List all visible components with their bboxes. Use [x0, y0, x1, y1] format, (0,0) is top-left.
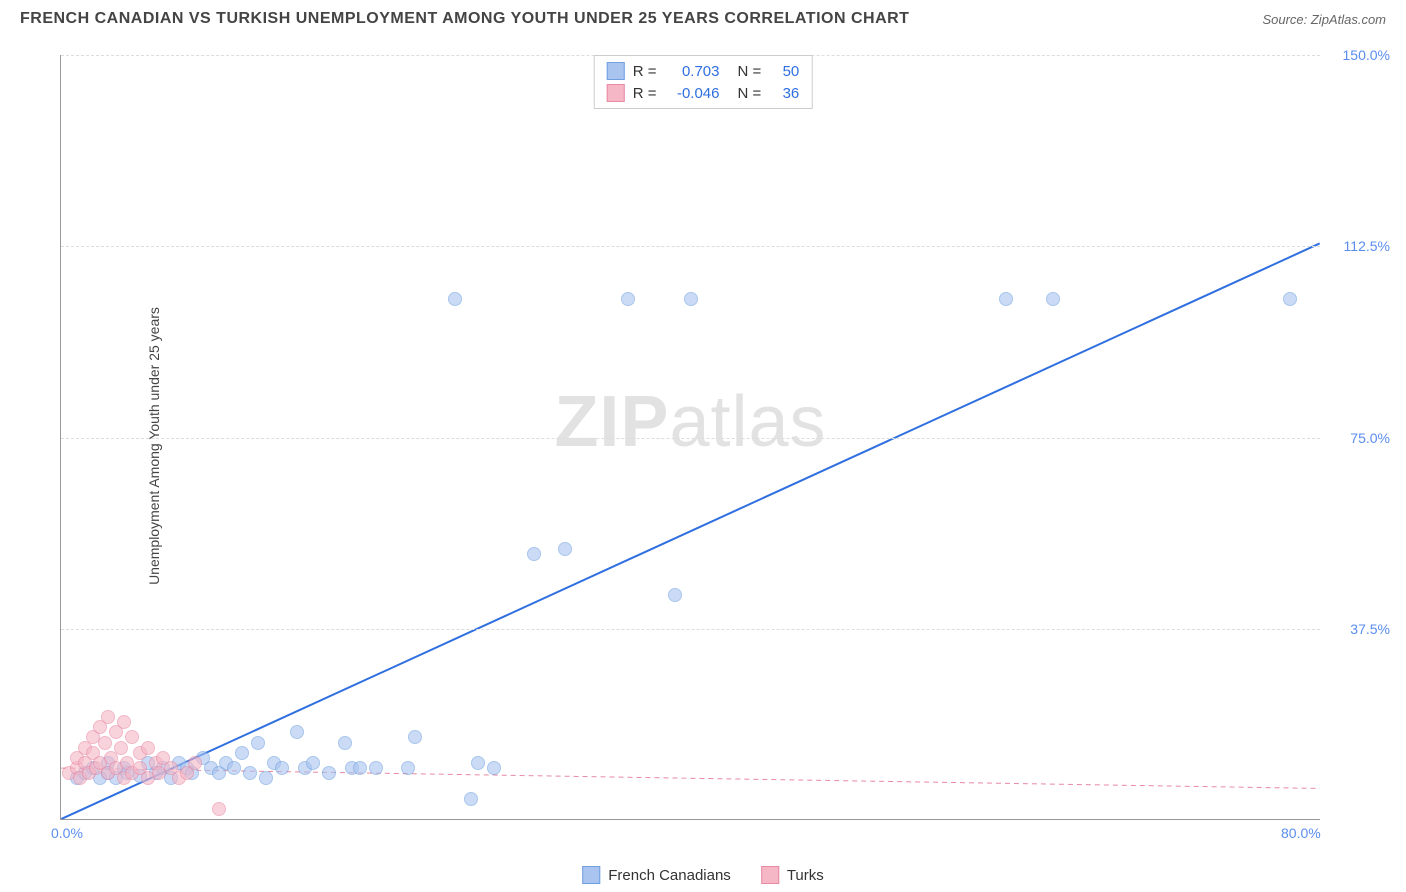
data-point [527, 547, 541, 561]
y-tick-label: 37.5% [1350, 621, 1390, 637]
data-point [401, 761, 415, 775]
data-point [251, 736, 265, 750]
stats-row: R = -0.046 N = 36 [607, 82, 800, 104]
legend-label: Turks [787, 867, 824, 884]
data-point [999, 292, 1013, 306]
data-point [114, 741, 128, 755]
data-point [338, 736, 352, 750]
data-point [141, 741, 155, 755]
data-point [487, 761, 501, 775]
r-label: R = [633, 63, 657, 80]
x-tick-label: 0.0% [51, 825, 83, 841]
data-point [306, 756, 320, 770]
data-point [243, 766, 257, 780]
data-point [235, 746, 249, 760]
correlation-stats-box: R = 0.703 N = 50 R = -0.046 N = 36 [594, 55, 813, 109]
data-point [684, 292, 698, 306]
legend-label: French Canadians [608, 867, 731, 884]
n-label: N = [738, 63, 762, 80]
data-point [227, 761, 241, 775]
y-tick-label: 112.5% [1344, 238, 1390, 254]
n-value: 50 [769, 63, 799, 80]
data-point [259, 771, 273, 785]
y-tick-label: 150.0% [1343, 47, 1390, 63]
watermark: ZIPatlas [554, 381, 826, 463]
data-point [188, 756, 202, 770]
data-point [369, 761, 383, 775]
legend-swatch [582, 866, 600, 884]
legend-item: French Canadians [582, 866, 731, 884]
scatter-plot: ZIPatlas 37.5%75.0%112.5%150.0%0.0%80.0% [60, 55, 1320, 820]
trend-line [61, 243, 1319, 819]
data-point [668, 588, 682, 602]
legend-swatch [761, 866, 779, 884]
r-value: -0.046 [665, 85, 720, 102]
data-point [212, 802, 226, 816]
data-point [117, 715, 131, 729]
data-point [408, 730, 422, 744]
gridline [61, 438, 1320, 439]
data-point [1046, 292, 1060, 306]
n-value: 36 [769, 85, 799, 102]
legend: French Canadians Turks [582, 866, 824, 884]
source-attribution: Source: ZipAtlas.com [1262, 12, 1386, 27]
series-swatch [607, 62, 625, 80]
data-point [125, 730, 139, 744]
stats-row: R = 0.703 N = 50 [607, 60, 800, 82]
header: FRENCH CANADIAN VS TURKISH UNEMPLOYMENT … [0, 0, 1406, 33]
data-point [621, 292, 635, 306]
data-point [101, 710, 115, 724]
r-label: R = [633, 85, 657, 102]
y-tick-label: 75.0% [1350, 430, 1390, 446]
r-value: 0.703 [665, 63, 720, 80]
x-tick-label: 80.0% [1281, 825, 1321, 841]
data-point [98, 736, 112, 750]
gridline [61, 246, 1320, 247]
legend-item: Turks [761, 866, 824, 884]
data-point [464, 792, 478, 806]
data-point [1283, 292, 1297, 306]
n-label: N = [738, 85, 762, 102]
series-swatch [607, 84, 625, 102]
data-point [448, 292, 462, 306]
data-point [471, 756, 485, 770]
data-point [353, 761, 367, 775]
data-point [558, 542, 572, 556]
chart-title: FRENCH CANADIAN VS TURKISH UNEMPLOYMENT … [20, 10, 909, 28]
gridline [61, 629, 1320, 630]
data-point [290, 725, 304, 739]
data-point [275, 761, 289, 775]
data-point [322, 766, 336, 780]
